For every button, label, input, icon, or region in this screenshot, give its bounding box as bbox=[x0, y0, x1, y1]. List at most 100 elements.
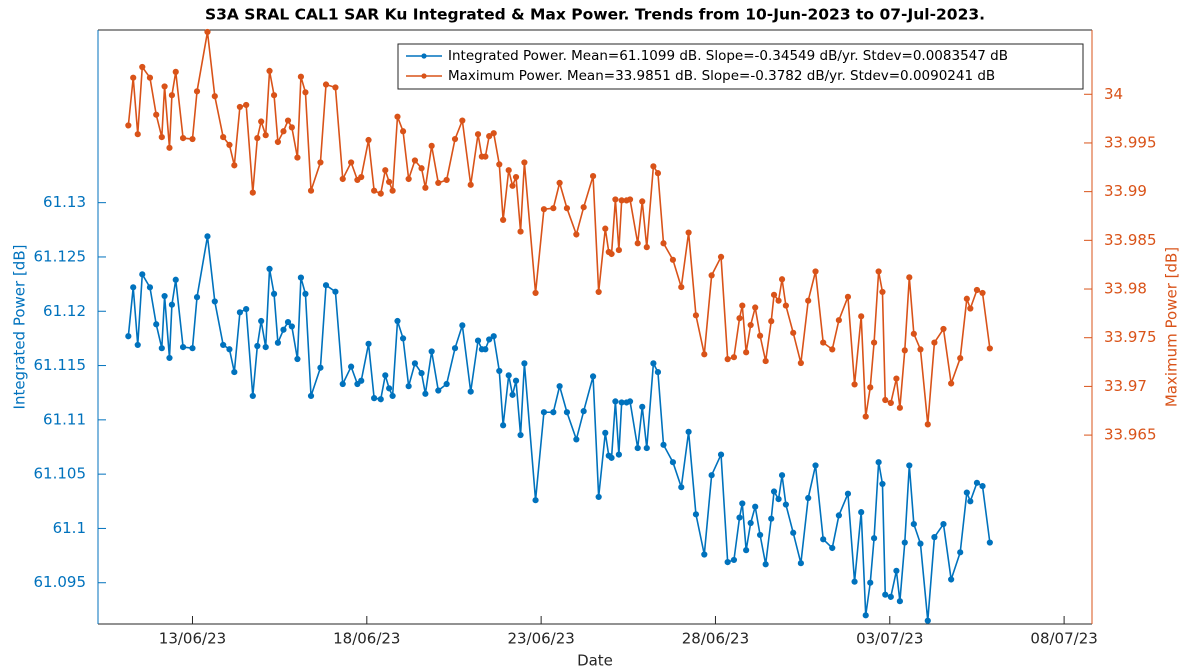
data-point bbox=[973, 286, 981, 294]
data-point bbox=[608, 250, 615, 258]
data-point bbox=[747, 519, 754, 527]
data-point bbox=[204, 233, 211, 240]
data-point bbox=[130, 284, 137, 291]
data-point bbox=[405, 175, 412, 183]
data-point bbox=[382, 372, 389, 379]
data-point bbox=[189, 135, 196, 143]
data-point bbox=[517, 431, 524, 439]
data-point bbox=[762, 561, 769, 568]
data-point bbox=[563, 409, 571, 416]
data-point bbox=[634, 240, 641, 247]
data-point bbox=[512, 173, 520, 181]
data-point bbox=[274, 339, 282, 346]
data-point bbox=[924, 421, 931, 428]
data-point bbox=[643, 244, 650, 251]
y-tick-label: 61.12 bbox=[43, 302, 86, 320]
data-point bbox=[358, 377, 365, 384]
data-point bbox=[377, 190, 384, 197]
y-tick-label: 61.095 bbox=[34, 573, 87, 591]
data-point bbox=[270, 92, 278, 99]
data-point bbox=[717, 253, 725, 260]
data-point bbox=[550, 409, 557, 416]
data-point bbox=[254, 342, 261, 350]
data-point bbox=[901, 539, 908, 546]
data-point bbox=[189, 345, 196, 352]
data-point bbox=[678, 283, 685, 291]
data-point bbox=[490, 130, 497, 137]
data-point bbox=[231, 162, 238, 169]
data-point bbox=[957, 549, 964, 556]
data-point bbox=[602, 225, 609, 232]
data-point bbox=[931, 339, 938, 346]
data-point bbox=[612, 398, 619, 405]
data-point bbox=[879, 480, 886, 488]
data-point bbox=[775, 297, 782, 304]
data-point bbox=[284, 117, 292, 124]
data-point bbox=[394, 113, 401, 120]
data-point bbox=[505, 372, 512, 379]
data-point bbox=[797, 560, 804, 567]
data-point bbox=[411, 157, 419, 164]
data-point bbox=[887, 399, 894, 407]
data-point bbox=[805, 494, 812, 502]
data-point bbox=[654, 170, 662, 177]
data-point bbox=[249, 392, 256, 400]
data-point bbox=[708, 472, 715, 479]
data-point bbox=[812, 268, 819, 275]
data-point bbox=[243, 101, 250, 109]
data-point bbox=[382, 167, 389, 174]
data-point bbox=[288, 323, 295, 330]
data-point bbox=[204, 28, 211, 36]
data-point bbox=[851, 381, 858, 388]
data-point bbox=[428, 348, 435, 355]
data-point bbox=[532, 289, 539, 297]
data-point bbox=[467, 181, 474, 188]
data-point bbox=[879, 288, 886, 296]
data-point bbox=[736, 514, 743, 521]
data-point bbox=[556, 179, 563, 186]
data-point bbox=[166, 144, 173, 151]
data-point bbox=[782, 501, 789, 508]
data-point bbox=[486, 336, 493, 343]
x-tick-label: 23/06/23 bbox=[507, 630, 574, 648]
data-point bbox=[231, 368, 238, 376]
y2-tick-label: 33.99 bbox=[1104, 182, 1147, 200]
data-point bbox=[893, 375, 900, 382]
data-point bbox=[168, 301, 176, 308]
data-point bbox=[615, 246, 622, 254]
data-point bbox=[948, 576, 955, 583]
data-point bbox=[669, 256, 677, 263]
data-point bbox=[139, 63, 146, 71]
data-point bbox=[862, 413, 869, 420]
data-point bbox=[701, 551, 708, 558]
data-point bbox=[851, 578, 858, 585]
data-point bbox=[595, 493, 602, 501]
data-point bbox=[608, 454, 615, 461]
data-point bbox=[172, 68, 179, 75]
data-point bbox=[768, 318, 775, 325]
data-point bbox=[130, 74, 137, 81]
data-point bbox=[179, 134, 187, 142]
data-point bbox=[399, 128, 407, 135]
data-point bbox=[405, 383, 412, 390]
data-point bbox=[963, 295, 970, 302]
data-point bbox=[870, 339, 878, 346]
data-point bbox=[870, 535, 878, 542]
data-point bbox=[243, 305, 250, 313]
data-point bbox=[615, 451, 622, 458]
data-point bbox=[134, 131, 141, 138]
data-point bbox=[580, 408, 587, 415]
data-point bbox=[589, 172, 597, 180]
data-point bbox=[595, 288, 602, 296]
data-point bbox=[258, 317, 265, 325]
data-point bbox=[896, 598, 903, 605]
data-point bbox=[685, 229, 692, 236]
data-point bbox=[443, 380, 450, 388]
y2-tick-label: 33.975 bbox=[1104, 328, 1157, 346]
data-point bbox=[844, 490, 852, 497]
y2-axis-label: Maximum Power [dB] bbox=[1163, 247, 1181, 407]
data-point bbox=[875, 268, 882, 275]
data-point bbox=[589, 373, 597, 380]
data-point bbox=[910, 520, 917, 528]
